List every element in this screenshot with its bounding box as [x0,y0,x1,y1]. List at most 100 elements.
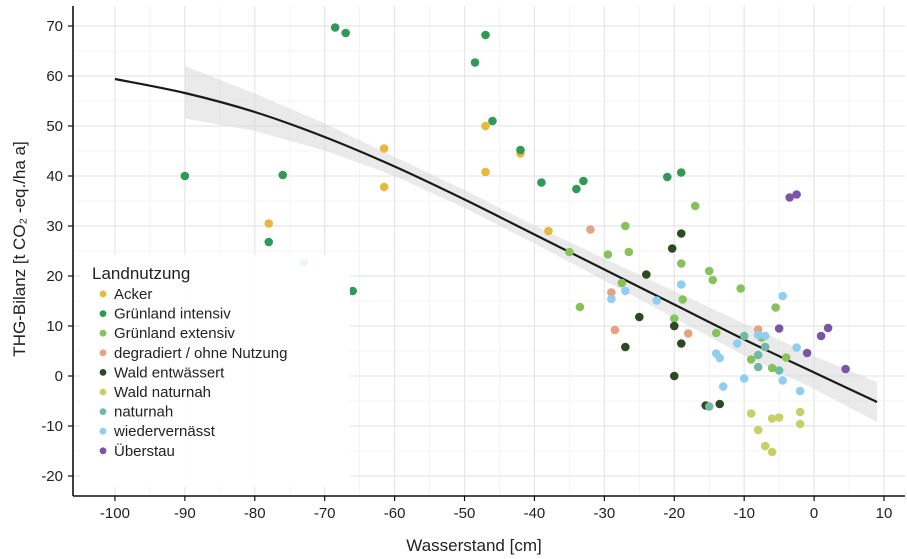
data-point [621,342,630,352]
legend-label: Wald naturnah [114,384,211,401]
data-point [544,226,553,236]
data-point [816,331,826,341]
x-tick-label: -50 [454,505,476,522]
legend-label: Grünland extensiv [114,325,235,342]
data-point [617,278,627,288]
legend-swatch [99,349,107,357]
data-point [753,330,763,340]
x-tick-label: -20 [663,505,685,522]
data-point [704,402,714,411]
data-point [774,324,784,333]
data-point [774,366,784,375]
data-point [264,237,274,247]
data-point [753,362,763,372]
legend-swatch [99,310,107,317]
data-point [711,328,721,338]
data-point [621,286,630,296]
x-tick-label: -70 [314,505,336,522]
data-point [676,229,686,238]
legend-label: wiedervernässt [113,423,216,440]
data-point [795,386,805,396]
data-point [795,407,805,417]
data-point [739,374,749,383]
data-point [778,376,787,385]
x-tick-label: 10 [876,505,893,522]
y-tick-label: 40 [46,168,63,185]
data-point [753,425,763,435]
data-point [488,116,497,126]
data-point [669,314,679,323]
data-point [715,399,725,409]
data-point [739,331,749,341]
data-point [667,244,677,253]
data-point [180,171,190,181]
data-point [572,184,581,194]
data-point [774,413,784,422]
y-tick-label: -20 [41,468,63,485]
data-points [180,23,850,457]
y-tick-label: -10 [41,418,63,435]
y-tick-label: 30 [46,218,63,235]
data-point [841,364,850,374]
x-tick-label: -40 [524,505,546,522]
legend-label: Acker [114,286,152,303]
data-point [348,286,357,296]
data-point [330,23,340,32]
data-point [676,280,686,289]
data-point [379,144,389,153]
legend-label: Überstau [114,442,175,460]
data-point [767,363,777,373]
data-point [669,321,679,331]
x-tick-label: -100 [100,505,130,522]
legend-swatch [99,408,107,415]
legend-title: Landnutzung [92,264,190,283]
x-tick-label: -60 [384,505,406,522]
data-point [610,325,620,335]
data-point [760,331,770,341]
data-point [746,409,756,418]
legend-swatch [99,290,107,298]
data-point [736,284,745,293]
legend-swatch [99,388,107,396]
legend-label: Wald entwässert [114,364,225,381]
data-point [624,247,634,257]
data-point [767,447,777,457]
x-tick-label: -90 [174,505,196,522]
data-point [481,30,490,40]
y-tick-label: 50 [46,118,63,135]
data-point [802,348,812,358]
data-point [753,350,763,360]
data-point [760,342,770,352]
data-point [278,170,288,180]
data-point [708,275,718,285]
data-point [676,168,686,177]
legend-swatch [99,329,107,337]
data-point [621,221,630,231]
x-tick-label: -30 [594,505,616,522]
data-point [341,28,350,38]
data-point [760,441,770,451]
legend-swatch [99,369,107,376]
fit-line [114,77,878,403]
axes [72,6,905,497]
data-point [607,294,616,304]
data-point [565,247,574,257]
data-point [771,303,780,312]
legend-label: Grünland intensiv [114,306,231,323]
legend-swatch [99,427,107,435]
legend-label: naturnah [114,404,173,421]
y-tick-label: 0 [55,368,63,385]
data-point [792,343,801,352]
tick-labels: -100 -90 -80 -70 -60 -50 -40 -30 -20 -10 0 10-20-10… [41,18,892,522]
data-point [781,353,791,362]
data-point [481,167,490,177]
data-point [704,266,714,276]
data-point [607,288,616,297]
data-point [635,312,644,322]
x-tick-label: 0 [810,505,818,522]
data-point [379,182,389,192]
confidence-band [184,66,878,422]
data-point [470,58,480,67]
legend-items: Acker Grünland intensiv Grünland extensiv d… [99,286,287,460]
data-point [264,219,274,228]
